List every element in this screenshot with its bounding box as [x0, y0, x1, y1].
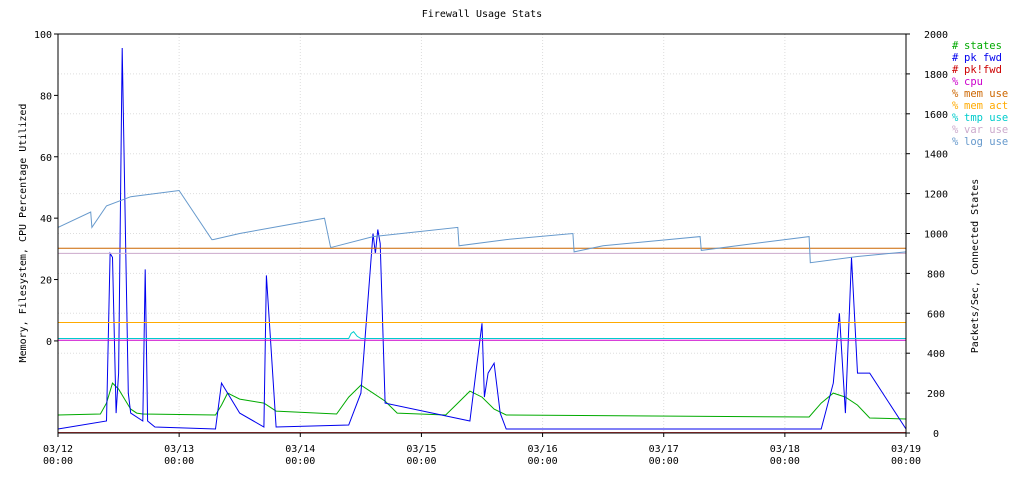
x-tick-date: 03/18 [770, 444, 800, 455]
left-axis: 100 80 60 40 20 0 [34, 30, 58, 348]
legend-item: % log use [952, 136, 1008, 148]
legend-label: cpu [964, 76, 983, 88]
x-tick-time: 00:00 [164, 456, 194, 467]
series-pk-fwd-line [57, 47, 907, 430]
right-tick-label: 1200 [924, 190, 948, 201]
x-tick-date: 03/12 [43, 444, 73, 455]
legend-symbol: # [952, 52, 959, 64]
right-tick-label: 200 [927, 389, 945, 400]
right-tick-label: 1600 [924, 110, 948, 121]
legend-label: pk fwd [964, 52, 1002, 64]
legend-label: var use [964, 124, 1009, 136]
legend-item: % var use [952, 124, 1008, 136]
legend-symbol: % [952, 124, 959, 136]
series-tmp-use-line [58, 331, 906, 339]
legend-symbol: % [952, 100, 959, 112]
right-tick-label: 1800 [924, 70, 948, 81]
legend-label: log use [964, 136, 1009, 148]
x-tick-date: 03/13 [164, 444, 194, 455]
right-tick-label: 0 [933, 429, 939, 440]
legend-label: tmp use [964, 112, 1009, 124]
legend-symbol: # [952, 40, 959, 52]
legend-item: % mem use [952, 88, 1008, 100]
legend-item: # pk fwd [952, 52, 1008, 64]
right-tick-label: 1400 [924, 150, 948, 161]
x-tick-time: 00:00 [43, 456, 73, 467]
x-tick-time: 00:00 [406, 456, 436, 467]
x-tick-time: 00:00 [528, 456, 558, 467]
legend-symbol: % [952, 76, 959, 88]
legend-item: # states [952, 40, 1008, 52]
left-tick-label: 0 [46, 337, 52, 348]
left-tick-label: 100 [34, 30, 52, 41]
chart-title: Firewall Usage Stats [422, 9, 542, 20]
legend-label: states [964, 40, 1002, 52]
x-tick-time: 00:00 [285, 456, 315, 467]
right-tick-label: 600 [927, 309, 945, 320]
x-tick-date: 03/14 [285, 444, 315, 455]
x-tick-time: 00:00 [649, 456, 679, 467]
legend-symbol: % [952, 88, 959, 100]
legend-label: mem use [964, 88, 1009, 100]
x-tick-time: 00:00 [770, 456, 800, 467]
left-tick-label: 20 [40, 276, 52, 287]
legend-symbol: % [952, 136, 959, 148]
left-tick-label: 60 [40, 153, 52, 164]
right-tick-label: 800 [927, 269, 945, 280]
grid-lines [57, 33, 907, 434]
legend-label: pk!fwd [964, 64, 1002, 76]
legend-item: % tmp use [952, 112, 1008, 124]
series-log-use-line [57, 189, 907, 264]
legend-item: % cpu [952, 76, 1008, 88]
legend-item: # pk!fwd [952, 64, 1008, 76]
legend-item: % mem act [952, 100, 1008, 112]
y-axis-label-left: Memory, Filesystem, CPU Percentage Utili… [18, 104, 29, 363]
right-tick-label: 1000 [924, 230, 948, 241]
legend-label: mem act [964, 100, 1009, 112]
series-layer [57, 47, 907, 434]
x-axis: 03/1200:0003/1300:0003/1400:0003/1500:00… [43, 433, 921, 467]
legend: # states # pk fwd # pk!fwd% cpu% mem use% mem ac… [952, 40, 1008, 148]
legend-symbol: # [952, 64, 959, 76]
legend-symbol: % [952, 112, 959, 124]
x-tick-date: 03/17 [649, 444, 679, 455]
right-tick-label: 2000 [924, 30, 948, 41]
series-states-line [57, 382, 907, 420]
x-tick-date: 03/16 [528, 444, 558, 455]
y-axis-label-right: Packets/Sec, Connected States [970, 179, 981, 354]
x-tick-date: 03/19 [891, 444, 921, 455]
x-tick-date: 03/15 [406, 444, 436, 455]
right-tick-label: 400 [927, 349, 945, 360]
left-tick-label: 40 [40, 214, 52, 225]
left-tick-label: 80 [40, 91, 52, 102]
x-tick-time: 00:00 [891, 456, 921, 467]
